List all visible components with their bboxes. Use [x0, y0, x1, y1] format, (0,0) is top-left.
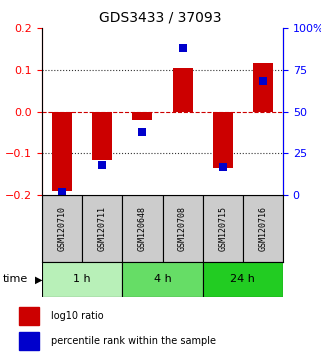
Text: GDS3433 / 37093: GDS3433 / 37093	[99, 11, 222, 24]
Text: 24 h: 24 h	[230, 274, 255, 285]
Bar	[42, 195, 82, 262]
Text: log10 ratio: log10 ratio	[51, 311, 104, 321]
Bar	[122, 262, 203, 297]
Bar	[19, 332, 39, 350]
Bar	[203, 262, 283, 297]
Bar	[122, 195, 162, 262]
Bar	[42, 262, 122, 297]
Text: GSM120711: GSM120711	[98, 206, 107, 251]
Bar	[19, 307, 39, 325]
Text: ▶: ▶	[35, 274, 43, 285]
Bar	[253, 63, 273, 112]
Bar	[173, 68, 193, 112]
Bar	[213, 112, 233, 168]
Text: GSM120716: GSM120716	[258, 206, 267, 251]
Text: time: time	[3, 274, 29, 285]
Bar	[243, 195, 283, 262]
Text: 1 h: 1 h	[74, 274, 91, 285]
Text: percentile rank within the sample: percentile rank within the sample	[51, 336, 216, 346]
Bar	[203, 195, 243, 262]
Bar	[92, 112, 112, 160]
Bar	[132, 112, 152, 120]
Text: GSM120708: GSM120708	[178, 206, 187, 251]
Text: GSM120715: GSM120715	[218, 206, 227, 251]
Text: GSM120710: GSM120710	[57, 206, 66, 251]
Bar	[82, 195, 122, 262]
Text: GSM120648: GSM120648	[138, 206, 147, 251]
Text: 4 h: 4 h	[154, 274, 171, 285]
Bar	[162, 195, 203, 262]
Bar	[52, 112, 72, 191]
